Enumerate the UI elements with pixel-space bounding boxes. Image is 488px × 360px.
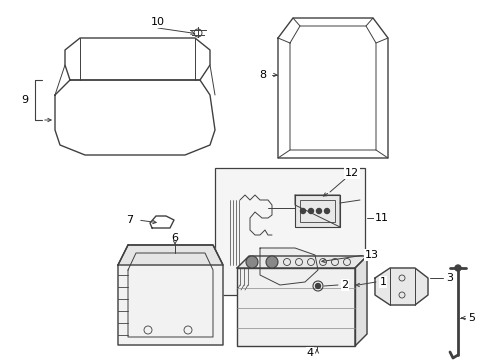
Polygon shape	[354, 256, 366, 346]
Circle shape	[265, 256, 278, 268]
Text: 13: 13	[364, 250, 378, 260]
Bar	[237, 268, 354, 346]
Text: 11: 11	[374, 213, 388, 223]
Circle shape	[316, 208, 321, 213]
Text: 8: 8	[259, 70, 266, 80]
Bar	[215, 168, 364, 295]
Text: 10: 10	[151, 17, 164, 27]
Circle shape	[324, 208, 329, 213]
Text: 7: 7	[126, 215, 133, 225]
Circle shape	[245, 256, 258, 268]
Polygon shape	[118, 245, 223, 345]
Bar	[294, 195, 339, 227]
Circle shape	[308, 208, 313, 213]
Bar	[299, 200, 334, 222]
Circle shape	[454, 265, 460, 271]
Text: 1: 1	[379, 277, 386, 287]
Text: 2: 2	[341, 280, 348, 290]
Polygon shape	[118, 245, 223, 265]
Text: 5: 5	[468, 313, 474, 323]
Text: 9: 9	[21, 95, 28, 105]
Polygon shape	[237, 256, 366, 268]
Text: 6: 6	[171, 233, 178, 243]
Polygon shape	[374, 268, 427, 305]
Text: 4: 4	[306, 348, 313, 358]
Circle shape	[300, 208, 305, 213]
Text: 12: 12	[344, 168, 358, 178]
Circle shape	[315, 284, 320, 288]
Text: 3: 3	[446, 273, 452, 283]
Polygon shape	[260, 248, 317, 285]
